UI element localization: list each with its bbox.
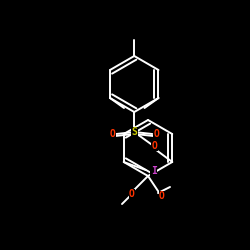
Text: S: S: [131, 127, 137, 137]
Text: I: I: [151, 166, 157, 176]
Text: O: O: [129, 189, 135, 199]
Text: O: O: [159, 191, 165, 201]
Text: O: O: [109, 129, 115, 139]
Text: O: O: [153, 129, 159, 139]
Text: O: O: [151, 141, 157, 151]
